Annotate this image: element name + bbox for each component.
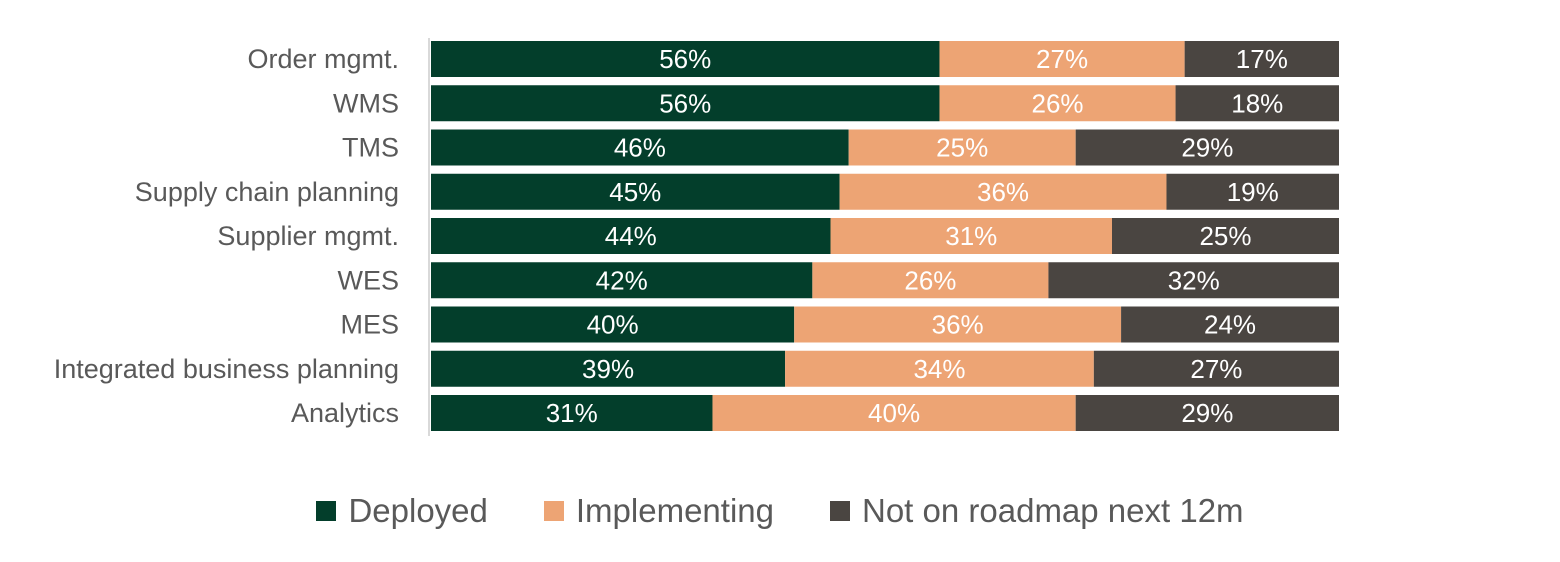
stacked-bar-chart: 56% 27% 17% 56% 26% 18% 46% 25% 29% 45% 36% 19% 44% 3… [54, 38, 1339, 436]
data-label-deployed-analytics: 31% [546, 398, 598, 428]
data-label-implementing-supply-chain-planning: 36% [977, 177, 1029, 207]
bar-deployed-supplier-mgmt [431, 218, 831, 254]
legend-swatch-not-on-roadmap [830, 501, 850, 521]
legend-item-not-on-roadmap: Not on roadmap next 12m [830, 492, 1244, 530]
bar-not-on-roadmap-next-12m-integrated-business-planning [1093, 350, 1339, 387]
legend-label-deployed: Deployed [348, 492, 488, 529]
bar-not-on-roadmap-next-12m-supplier-mgmt [1112, 218, 1339, 254]
bar-deployed-supply-chain-planning [431, 173, 840, 210]
data-label-not-on-roadmap-next-12m-tms: 29% [1181, 133, 1233, 163]
data-label-not-on-roadmap-next-12m-integrated-business-planning: 27% [1190, 354, 1242, 384]
bar-not-on-roadmap-next-12m-wes [1048, 262, 1339, 299]
category-label-order-mgmt: Order mgmt. [247, 44, 399, 74]
data-label-implementing-mes: 36% [932, 310, 984, 340]
data-label-deployed-order-mgmt: 56% [659, 44, 711, 74]
bars-group: 56% 27% 17% 56% 26% 18% 46% 25% 29% 45% 36% 19% 44% 3… [431, 41, 1339, 431]
bar-deployed-mes [431, 306, 795, 343]
category-label-tms: TMS [342, 133, 399, 163]
data-label-deployed-integrated-business-planning: 39% [582, 354, 634, 384]
legend-label-implementing: Implementing [575, 492, 774, 529]
category-label-wms: WMS [333, 88, 399, 118]
bar-not-on-roadmap-next-12m-analytics [1075, 395, 1339, 431]
bar-not-on-roadmap-next-12m-tms [1075, 129, 1339, 166]
bar-implementing-analytics [712, 395, 1076, 431]
bar-implementing-order-mgmt [939, 41, 1185, 77]
data-label-not-on-roadmap-next-12m-wes: 32% [1168, 265, 1220, 295]
data-label-deployed-wms: 56% [659, 88, 711, 118]
data-label-implementing-analytics: 40% [868, 398, 920, 428]
legend-swatch-deployed [316, 501, 337, 521]
bar-not-on-roadmap-next-12m-supply-chain-planning [1166, 173, 1339, 210]
data-label-implementing-order-mgmt: 27% [1036, 44, 1088, 74]
bar-implementing-supply-chain-planning [839, 173, 1167, 210]
bar-deployed-analytics [431, 395, 713, 431]
data-label-implementing-wes: 26% [904, 265, 956, 295]
bar-deployed-wms [431, 85, 940, 122]
category-label-supplier-mgmt: Supplier mgmt. [217, 221, 399, 251]
legend: Deployed Implementing Not on roadmap nex… [0, 486, 1560, 536]
category-label-supply-chain-planning: Supply chain planning [135, 177, 399, 207]
bar-implementing-tms [848, 129, 1076, 166]
category-labels: Order mgmt. WMS TMS Supply chain planning Su… [54, 44, 399, 428]
legend-item-deployed: Deployed [316, 492, 488, 530]
data-label-not-on-roadmap-next-12m-supplier-mgmt: 25% [1199, 221, 1251, 251]
bar-implementing-wms [939, 85, 1176, 122]
bar-deployed-order-mgmt [431, 41, 940, 77]
data-label-not-on-roadmap-next-12m-mes: 24% [1204, 310, 1256, 340]
legend-swatch-implementing [543, 501, 564, 521]
data-label-implementing-integrated-business-planning: 34% [913, 354, 965, 384]
category-label-wes: WES [337, 265, 399, 295]
bar-deployed-wes [431, 262, 813, 299]
category-label-mes: MES [340, 310, 399, 340]
legend-label-not-on-roadmap: Not on roadmap next 12m [862, 492, 1244, 529]
bar-implementing-wes [812, 262, 1049, 299]
data-label-deployed-supplier-mgmt: 44% [605, 221, 657, 251]
data-label-implementing-wms: 26% [1031, 88, 1083, 118]
legend-item-implementing: Implementing [543, 492, 774, 530]
data-label-deployed-supply-chain-planning: 45% [609, 177, 661, 207]
bar-implementing-supplier-mgmt [830, 218, 1112, 254]
data-label-implementing-supplier-mgmt: 31% [945, 221, 997, 251]
bar-not-on-roadmap-next-12m-mes [1121, 306, 1339, 343]
data-label-deployed-mes: 40% [587, 310, 639, 340]
bar-implementing-integrated-business-planning [785, 350, 1094, 387]
data-label-deployed-tms: 46% [614, 133, 666, 163]
data-label-not-on-roadmap-next-12m-analytics: 29% [1181, 398, 1233, 428]
data-label-not-on-roadmap-next-12m-wms: 18% [1231, 88, 1283, 118]
data-label-not-on-roadmap-next-12m-order-mgmt: 17% [1236, 44, 1288, 74]
bar-implementing-mes [794, 306, 1122, 343]
data-label-implementing-tms: 25% [936, 133, 988, 163]
data-label-not-on-roadmap-next-12m-supply-chain-planning: 19% [1227, 177, 1279, 207]
bar-not-on-roadmap-next-12m-order-mgmt [1184, 41, 1339, 77]
bar-deployed-tms [431, 129, 849, 166]
data-label-deployed-wes: 42% [596, 265, 648, 295]
category-label-analytics: Analytics [291, 398, 399, 428]
bar-deployed-integrated-business-planning [431, 350, 786, 387]
category-label-integrated-business-planning: Integrated business planning [54, 354, 399, 384]
bar-not-on-roadmap-next-12m-wms [1175, 85, 1339, 122]
